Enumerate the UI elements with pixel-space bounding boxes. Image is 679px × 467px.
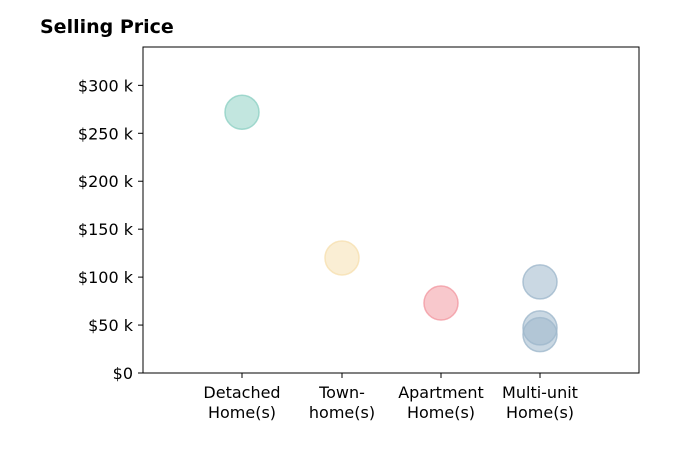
chart-title: Selling Price <box>40 16 174 38</box>
data-point <box>324 240 360 276</box>
plot-frame <box>142 46 640 374</box>
x-tick-label: Detached Home(s) <box>203 383 280 422</box>
data-point <box>522 316 558 353</box>
y-tick-label: $300 k <box>78 76 134 95</box>
y-tick-label: $0 <box>113 364 133 383</box>
y-tick-label: $200 k <box>78 172 134 191</box>
x-tick-label: Apartment Home(s) <box>398 383 484 422</box>
data-point <box>423 285 459 321</box>
data-point <box>522 264 558 300</box>
data-point <box>224 94 260 130</box>
x-tick-label: Multi-unit Home(s) <box>502 383 578 422</box>
y-tick-label: $150 k <box>78 220 134 239</box>
y-tick-label: $250 k <box>78 124 134 143</box>
y-tick-label: $50 k <box>88 316 134 335</box>
y-tick-label: $100 k <box>78 268 134 287</box>
x-tick-label: Town-home(s) <box>309 383 375 422</box>
